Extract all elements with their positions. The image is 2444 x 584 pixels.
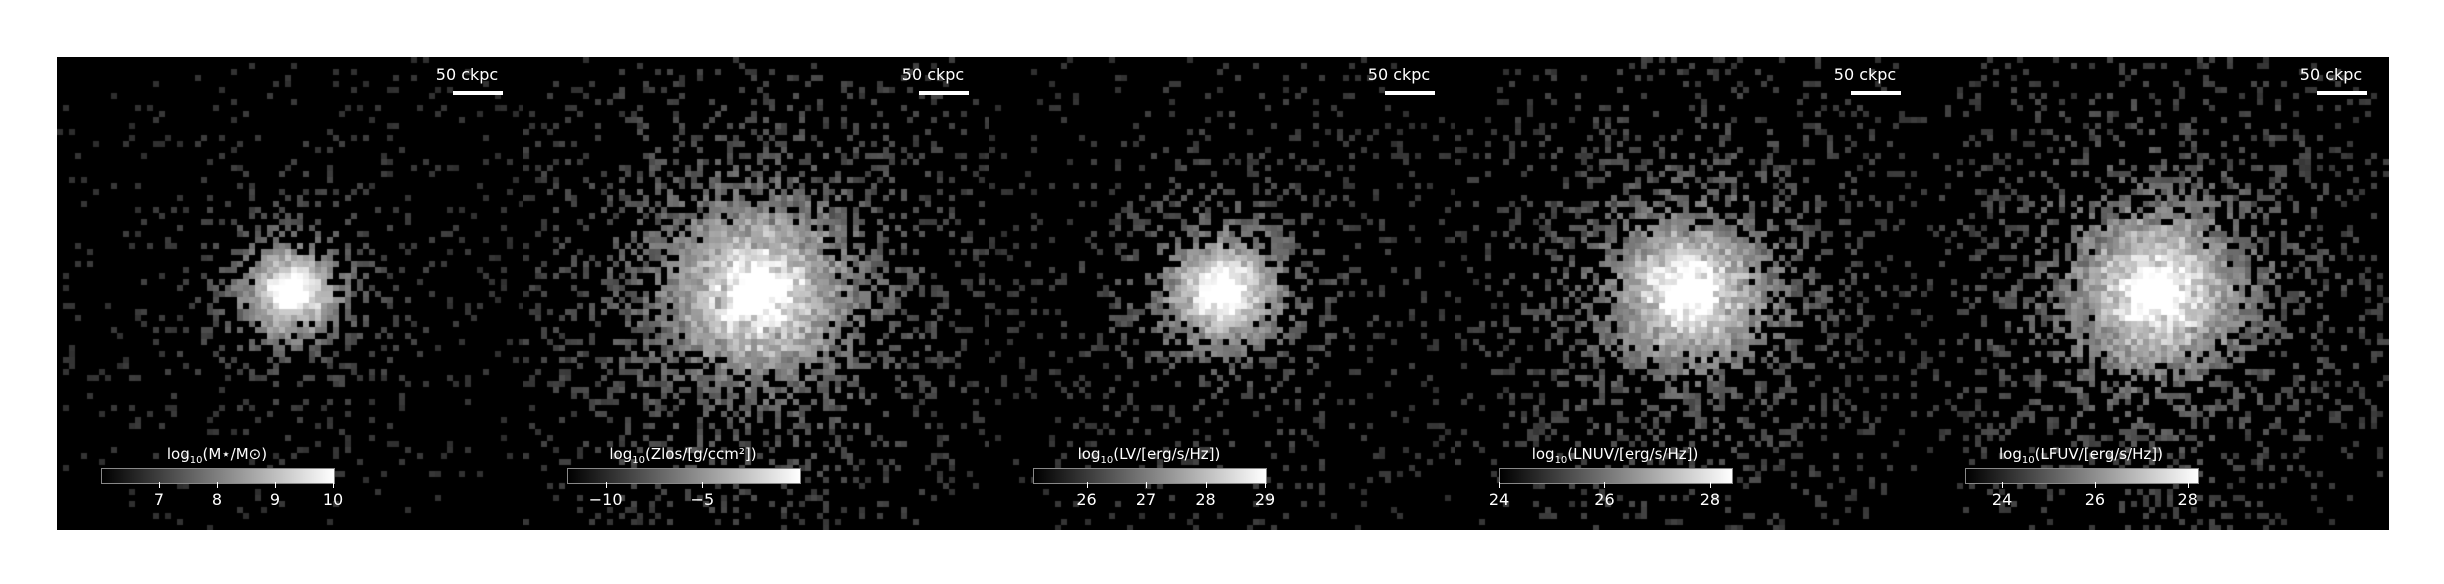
colorbar-tick-label: 28 [1195, 490, 1216, 509]
colorbar-tick-label: 7 [153, 490, 165, 509]
colorbar [101, 468, 335, 484]
colorbar-tick-label: 8 [211, 490, 223, 509]
scalebar-line [1385, 91, 1435, 95]
colorbar-tick-label: 10 [322, 490, 344, 509]
colorbar-tick-label: 26 [2084, 490, 2106, 509]
colorbar-tick-label: 27 [1135, 490, 1157, 509]
colorbar [1965, 468, 2199, 484]
colorbar-tick-label: 24 [1991, 490, 2013, 509]
colorbar-tick-label: 24 [1488, 490, 1510, 509]
scalebar-label: 50 ckpc [901, 65, 965, 84]
scalebar-label: 50 ckpc [2299, 65, 2363, 84]
scalebar-label: 50 ckpc [435, 65, 499, 84]
scalebar-line [919, 91, 969, 95]
scalebar-label: 50 ckpc [1367, 65, 1431, 84]
colorbar-tick [605, 482, 607, 488]
fuv-band-map-image [1921, 57, 2389, 530]
colorbar-title: log10(LFUV/[erg/s/Hz]) [1998, 445, 2164, 466]
colorbar-tick-label: −5 [690, 490, 715, 509]
colorbar-tick [333, 482, 334, 488]
panel-nuv-band: 50 ckpc log10(LNUV/[erg/s/Hz]) 24 26 28 [1455, 57, 1923, 530]
colorbar-tick [1146, 482, 1148, 488]
colorbar-tick-label: 28 [1699, 490, 1721, 509]
colorbar-tick [217, 482, 218, 488]
scalebar-line [2317, 91, 2367, 95]
colorbar-tick-label: −10 [588, 490, 623, 509]
v-band-map-image [989, 57, 1457, 530]
colorbar-tick [159, 482, 160, 488]
panel-v-band: 50 ckpc log10(LV/[erg/s/Hz]) 26 27 28 29 [989, 57, 1457, 530]
colorbar-title: log10(M⋆/M⊙) [166, 445, 268, 466]
nuv-band-map-image [1455, 57, 1923, 530]
colorbar-tick [702, 482, 704, 488]
colorbar-tick [275, 482, 276, 488]
panel-fuv-band: 50 ckpc log10(LFUV/[erg/s/Hz]) 24 26 28 [1921, 57, 2389, 530]
colorbar-title: log10(LV/[erg/s/Hz]) [1077, 445, 1221, 466]
colorbar-tick-label: 9 [269, 490, 281, 509]
colorbar-tick-label: 26 [1076, 490, 1097, 509]
colorbar [1499, 468, 1733, 484]
colorbar-tick [1604, 482, 1606, 488]
colorbar-tick [1086, 482, 1088, 488]
colorbar [1033, 468, 1267, 484]
colorbar-tick-label: 28 [2177, 490, 2198, 509]
colorbar-tick-label: 29 [1254, 490, 1276, 509]
scalebar-line [1851, 91, 1901, 95]
colorbar-tick [2002, 482, 2004, 488]
colorbar-tick [1265, 482, 1266, 488]
colorbar-tick [1205, 482, 1207, 488]
panel-stellar-mass: 50 ckpc log10(M⋆/M⊙) 7 8 9 10 [57, 57, 525, 530]
panel-metal-column: 50 ckpc log10(Zlos/[g/ccm²]) −10 −5 [523, 57, 991, 530]
colorbar-title: log10(Zlos/[g/ccm²]) [609, 445, 757, 466]
scalebar-label: 50 ckpc [1833, 65, 1897, 84]
colorbar-tick [1499, 482, 1500, 488]
colorbar [567, 468, 801, 484]
colorbar-title: log10(LNUV/[erg/s/Hz]) [1531, 445, 1699, 466]
colorbar-tick [1709, 482, 1711, 488]
colorbar-tick [2187, 482, 2189, 488]
colorbar-tick-label: 26 [1594, 490, 1615, 509]
scalebar-line [453, 91, 503, 95]
stellar-mass-map-image [57, 57, 525, 530]
colorbar-tick [2094, 482, 2096, 488]
metal-column-map-image [523, 57, 991, 530]
